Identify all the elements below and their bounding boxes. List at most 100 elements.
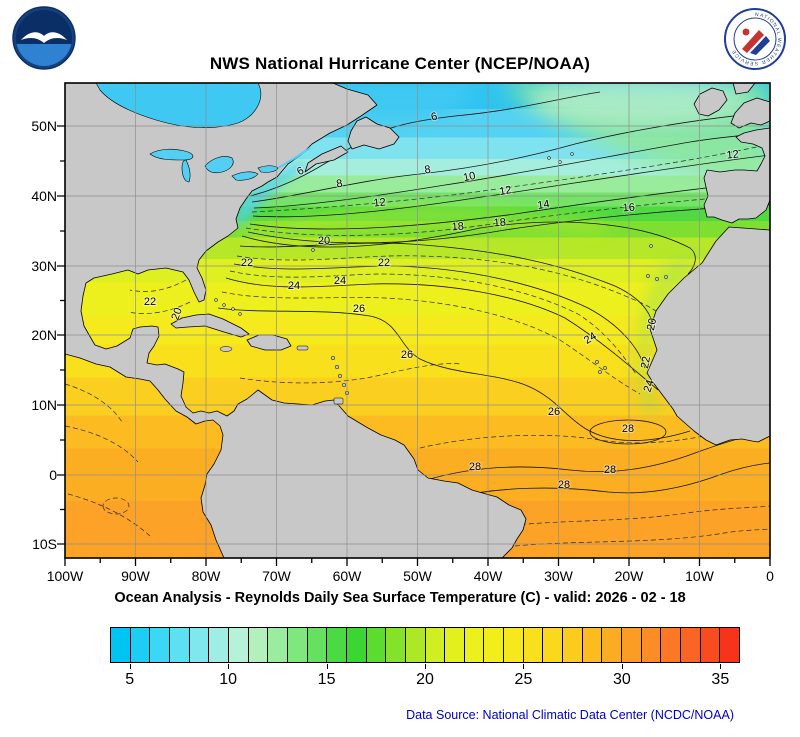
contour-label: 26 — [401, 349, 413, 361]
contour-label: 8 — [335, 178, 343, 191]
colorbar-segment — [169, 628, 190, 662]
y-axis-label: 40N — [31, 188, 57, 204]
contour-label: 8 — [424, 164, 432, 177]
inland-water — [95, 83, 311, 183]
y-axis-label: 50N — [31, 118, 57, 134]
colorbar-segment — [366, 628, 387, 662]
colorbar-segment — [405, 628, 426, 662]
colorbar-segment — [189, 628, 210, 662]
contour-label: 6 — [430, 111, 439, 124]
colorbar-tick — [326, 664, 328, 669]
contour-label: 24 — [288, 280, 300, 292]
x-axis-label: 0 — [766, 568, 774, 584]
colorbar-tick — [523, 664, 525, 669]
contour-label: 22 — [639, 355, 653, 369]
colorbar-segment — [287, 628, 308, 662]
data-source-text: Data Source: National Climatic Data Cent… — [406, 708, 734, 722]
x-axis-label: 70W — [262, 568, 292, 584]
contour-label: 20 — [169, 306, 184, 322]
contour-label: 16 — [622, 202, 635, 215]
contour-label: 28 — [469, 461, 481, 473]
colorbar-segment — [602, 628, 623, 662]
colorbar-tick — [621, 664, 623, 669]
axis-labels: 50N 40N 30N 20N 10N 0 10S 100W 90W 80W 70W 60W 50W 40… — [31, 118, 774, 584]
colorbar-tick-label: 10 — [219, 671, 238, 688]
hudson-bay — [95, 83, 262, 129]
colorbar-tick — [228, 664, 230, 669]
colorbar-segment — [543, 628, 564, 662]
contour-label: 18 — [451, 221, 464, 234]
small-islands — [214, 152, 668, 405]
y-axis-label: 30N — [31, 258, 57, 274]
y-axis-label: 10S — [32, 536, 57, 552]
colorbar-segment — [445, 628, 465, 662]
colorbar-segment — [641, 628, 662, 662]
great-lakes — [149, 148, 279, 183]
colorbar-segment — [111, 628, 131, 662]
colorbar-segment — [681, 628, 701, 662]
contour-label: 24 — [642, 378, 657, 393]
colorbar-segment — [307, 628, 328, 662]
contour-label: 26 — [548, 406, 560, 418]
colorbar-tick-label: 20 — [416, 671, 434, 688]
colorbar-segment — [504, 628, 524, 662]
graticule — [65, 83, 770, 558]
colorbar-segment — [582, 628, 603, 662]
colorbar-tick-label: 30 — [612, 671, 631, 688]
contour-label: 14 — [537, 198, 551, 212]
contour-label: 18 — [493, 217, 506, 230]
y-axis-label: 0 — [49, 467, 57, 483]
colorbar-segment — [386, 628, 406, 662]
x-axis-label: 100W — [47, 568, 84, 584]
x-axis-label: 20W — [615, 568, 645, 584]
contour-label: 28 — [622, 423, 634, 435]
contour-label: 12 — [498, 184, 512, 198]
contour-label: 12 — [726, 148, 739, 161]
y-axis-label: 20N — [31, 327, 57, 343]
noaa-emblem-icon: NOAA — [12, 6, 76, 70]
contour-label: 24 — [334, 275, 346, 287]
colorbar-segment — [327, 628, 347, 662]
x-axis-label: 90W — [121, 568, 151, 584]
noaa-logo: NOAA — [12, 6, 76, 75]
map-caption: Ocean Analysis - Reynolds Daily Sea Surf… — [114, 590, 686, 606]
colorbar-tick-label: 5 — [125, 671, 135, 688]
colorbar-segment — [661, 628, 682, 662]
contour-label: 28 — [558, 479, 570, 491]
colorbar-segment — [268, 628, 288, 662]
colorbar-segment — [622, 628, 642, 662]
land-americas — [65, 83, 527, 558]
colorbar-segment — [484, 628, 505, 662]
contour-label: 12 — [373, 196, 386, 209]
contour-label: 20 — [645, 317, 659, 331]
contour-label: 20 — [318, 235, 330, 247]
land-scotland — [732, 83, 756, 95]
colorbar-ticks: 5 10 15 20 25 30 35 — [110, 664, 740, 698]
colorbar-tick — [129, 664, 131, 669]
land-ireland — [693, 87, 728, 117]
axis-ticks — [57, 125, 771, 566]
sst-map: 50N 40N 30N 20N 10N 0 10S 100W 90W 80W 70W 60W 50W 40… — [31, 82, 774, 584]
x-axis-label: 10W — [685, 568, 715, 584]
contour-label: 22 — [144, 296, 156, 308]
colorbar-segment — [130, 628, 151, 662]
colorbar — [110, 627, 740, 663]
land-cuba — [170, 313, 250, 338]
contour-label: 22 — [241, 257, 253, 269]
landmasses — [65, 83, 770, 558]
colorbar-segment — [248, 628, 269, 662]
colorbar-segment — [523, 628, 544, 662]
land-nova-scotia — [304, 145, 349, 173]
colorbar-segment — [464, 628, 485, 662]
land-britain — [730, 97, 770, 129]
colorbar-segment — [150, 628, 170, 662]
x-axis-label: 30W — [544, 568, 574, 584]
colorbar-segment — [228, 628, 249, 662]
colorbar-segment — [425, 628, 446, 662]
colorbar-segment — [720, 628, 739, 662]
contour-label: 28 — [604, 464, 616, 476]
colorbar-tick — [720, 664, 722, 669]
colorbar-tick-label: 35 — [711, 671, 730, 688]
y-axis-label: 10N — [31, 397, 57, 413]
